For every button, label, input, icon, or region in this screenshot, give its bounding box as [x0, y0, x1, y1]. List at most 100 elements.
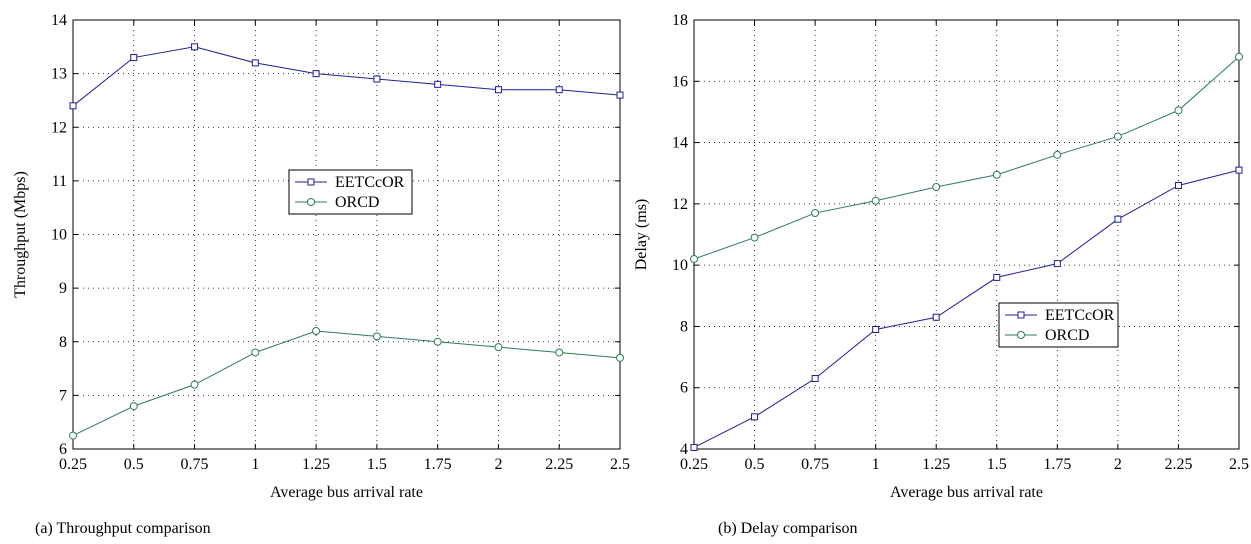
- data-point-square: [1053, 260, 1061, 268]
- x-tick-label: 1.75: [1043, 456, 1071, 473]
- data-point-circle: [871, 196, 880, 205]
- x-axis-label: Average bus arrival rate: [890, 484, 1043, 501]
- x-tick-label: 2.25: [545, 456, 573, 473]
- y-tick-label: 12: [51, 119, 67, 136]
- data-point-square: [993, 273, 1001, 281]
- y-tick-label: 9: [59, 280, 67, 297]
- caption-delay: (b) Delay comparison: [718, 520, 858, 537]
- x-tick-label: 1.5: [987, 456, 1007, 473]
- data-point-square: [690, 443, 698, 451]
- data-point-square: [307, 178, 315, 186]
- data-point-square: [69, 102, 77, 110]
- y-tick-label: 13: [51, 66, 67, 83]
- data-point-square: [811, 375, 819, 383]
- data-point-square: [1017, 311, 1025, 319]
- data-point-circle: [932, 183, 941, 192]
- data-point-circle: [433, 337, 442, 346]
- x-tick-label: 2.25: [1164, 456, 1192, 473]
- series-line: [693, 56, 1240, 260]
- x-tick-label: 1.5: [367, 456, 387, 473]
- legend-label: ORCD: [1045, 327, 1089, 344]
- x-tick-label: 2: [494, 456, 502, 473]
- x-tick-label: 1.25: [922, 456, 950, 473]
- data-point-circle: [616, 353, 624, 362]
- y-tick-label: 16: [672, 73, 688, 90]
- chart-1: 0.25 0.5 0.75 1 1.25 1.5 1.75 2 2.25 2.5 6 7 8 9 10 11 1…: [12, 12, 630, 501]
- plot-area: [72, 19, 621, 450]
- series-eetccor: [690, 166, 1243, 451]
- series-orcd: [690, 52, 1243, 264]
- legend: EETCcOR ORCD: [288, 169, 413, 215]
- data-point-square: [434, 80, 442, 88]
- data-point-circle: [312, 327, 321, 336]
- data-point-circle: [372, 332, 381, 341]
- data-point-circle: [190, 380, 199, 389]
- data-point-circle: [1017, 331, 1025, 339]
- data-point-square: [251, 59, 259, 67]
- data-point-square: [373, 75, 381, 83]
- data-point-square: [1174, 181, 1182, 189]
- data-point-circle: [251, 348, 260, 357]
- y-tick-label: 8: [680, 318, 688, 335]
- x-tick-label: 0.75: [181, 456, 209, 473]
- x-axis-label: Average bus arrival rate: [270, 484, 423, 501]
- data-point-square: [1235, 166, 1243, 174]
- data-point-circle: [690, 255, 698, 264]
- x-tick-label: 0.75: [801, 456, 829, 473]
- data-point-square: [494, 86, 502, 94]
- data-point-square: [751, 413, 759, 421]
- data-point-circle: [811, 209, 820, 218]
- legend: EETCcOR ORCD: [998, 302, 1119, 348]
- y-tick-label: 14: [672, 135, 688, 152]
- data-point-circle: [494, 343, 503, 352]
- data-point-square: [932, 313, 940, 321]
- chart-2: 0.25 0.5 0.75 1 1.25 1.5 1.75 2 2.25 2.5 4 6 8 10 12 14…: [633, 12, 1249, 501]
- plot-area: [693, 19, 1240, 450]
- data-point-circle: [750, 233, 759, 242]
- data-point-square: [872, 325, 880, 333]
- x-tick-label: 1: [872, 456, 880, 473]
- data-point-square: [1114, 215, 1122, 223]
- series-line: [693, 169, 1240, 448]
- x-tick-label: 2: [1114, 456, 1122, 473]
- y-tick-label: 18: [672, 12, 688, 29]
- data-point-square: [616, 91, 624, 99]
- series-line: [72, 46, 621, 107]
- data-point-square: [191, 43, 199, 51]
- data-point-circle: [555, 348, 564, 357]
- data-point-circle: [1113, 132, 1122, 141]
- series-eetccor: [69, 43, 624, 110]
- caption-throughput: (a) Throughput comparison: [35, 520, 211, 537]
- data-point-circle: [69, 431, 77, 440]
- x-tick-label: 2.5: [610, 456, 630, 473]
- data-point-circle: [129, 402, 138, 411]
- data-point-circle: [1235, 52, 1243, 61]
- data-point-circle: [992, 170, 1001, 179]
- x-tick-label: 0.25: [680, 456, 708, 473]
- y-axis-label: Throughput (Mbps): [12, 171, 29, 298]
- y-tick-label: 7: [59, 387, 67, 404]
- x-tick-label: 0.5: [124, 456, 144, 473]
- data-point-square: [130, 54, 138, 62]
- x-tick-label: 1.25: [302, 456, 330, 473]
- y-tick-label: 10: [51, 227, 67, 244]
- y-axis-label: Delay (ms): [633, 199, 650, 271]
- y-tick-label: 14: [51, 12, 67, 29]
- y-tick-label: 12: [672, 196, 688, 213]
- y-tick-label: 8: [59, 334, 67, 351]
- y-tick-label: 4: [680, 441, 688, 458]
- x-tick-label: 1: [251, 456, 259, 473]
- x-tick-label: 1.75: [424, 456, 452, 473]
- y-tick-label: 6: [680, 380, 688, 397]
- data-point-circle: [1174, 106, 1183, 115]
- series-orcd: [69, 327, 624, 440]
- data-point-circle: [307, 198, 315, 206]
- data-point-square: [312, 70, 320, 78]
- x-tick-label: 0.5: [745, 456, 765, 473]
- legend-box: [998, 302, 1119, 348]
- legend-label: ORCD: [335, 194, 379, 211]
- legend-label: EETCcOR: [335, 174, 405, 191]
- x-tick-label: 0.25: [59, 456, 87, 473]
- y-tick-label: 6: [59, 441, 67, 458]
